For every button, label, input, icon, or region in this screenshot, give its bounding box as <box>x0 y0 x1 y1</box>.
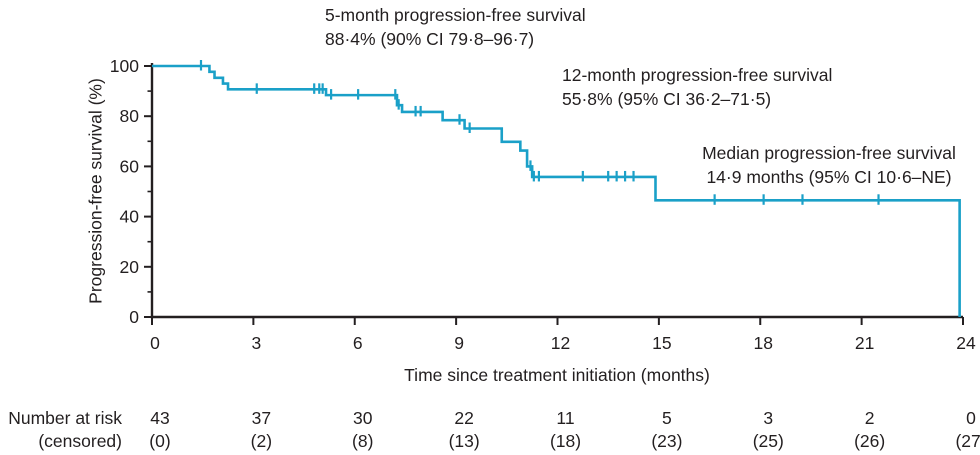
x-tick-label: 0 <box>150 333 160 353</box>
at-risk-value: 43 <box>150 408 170 428</box>
x-axis-label: Time since treatment initiation (months) <box>404 365 710 385</box>
at-risk-value: 37 <box>251 408 272 428</box>
x-tick-label: 15 <box>652 333 671 353</box>
censored-value: (13) <box>448 431 480 451</box>
x-tick-label: 21 <box>855 333 874 353</box>
x-tick-label: 12 <box>551 333 570 353</box>
y-tick-label: 40 <box>120 207 140 227</box>
annotation-5-month-pfs: 5-month progression-free survival 88·4% … <box>325 3 586 51</box>
annotation-median-line2: 14·9 months (95% CI 10·6–NE) <box>706 167 952 187</box>
at-risk-value: 0 <box>966 408 976 428</box>
annotation-median-pfs: Median progression-free survival 14·9 mo… <box>663 141 980 189</box>
x-tick-label: 9 <box>454 333 464 353</box>
censored-value: (23) <box>651 431 683 451</box>
annotation-12-month-line1: 12-month progression-free survival <box>562 65 833 85</box>
censored-value: (26) <box>854 431 886 451</box>
annotation-12-month-pfs: 12-month progression-free survival 55·8%… <box>562 63 832 111</box>
at-risk-value: 2 <box>864 408 875 428</box>
km-curve <box>152 64 961 317</box>
y-tick-label: 80 <box>120 106 140 126</box>
censored-value: (0) <box>149 431 171 451</box>
x-tick-label: 6 <box>353 333 363 353</box>
at-risk-value: 22 <box>454 408 474 428</box>
at-risk-value: 30 <box>353 408 373 428</box>
number-at-risk-label: Number at risk <box>8 408 122 428</box>
y-tick-label: 60 <box>120 156 140 176</box>
at-risk-value: 11 <box>556 408 575 428</box>
annotation-12-month-line2: 55·8% (95% CI 36·2–71·5) <box>562 89 772 109</box>
at-risk-value: 3 <box>763 408 774 428</box>
y-tick-label: 0 <box>129 307 139 327</box>
x-tick-label: 3 <box>252 333 262 353</box>
x-tick-label: 18 <box>754 333 773 353</box>
y-tick-label: 20 <box>120 257 140 277</box>
censored-label: (censored) <box>38 431 122 451</box>
censored-value: (8) <box>352 431 374 451</box>
censored-value: (18) <box>549 431 582 451</box>
censored-value: (27) <box>955 431 980 451</box>
censored-value: (25) <box>752 431 784 451</box>
annotation-5-month-line2: 88·4% (90% CI 79·8–96·7) <box>325 29 535 49</box>
x-tick-label: 24 <box>956 333 976 353</box>
annotation-5-month-line1: 5-month progression-free survival <box>325 5 586 25</box>
censored-value: (2) <box>250 431 273 451</box>
at-risk-value: 5 <box>662 408 672 428</box>
y-tick-label: 100 <box>110 56 139 76</box>
annotation-median-line1: Median progression-free survival <box>702 143 956 163</box>
